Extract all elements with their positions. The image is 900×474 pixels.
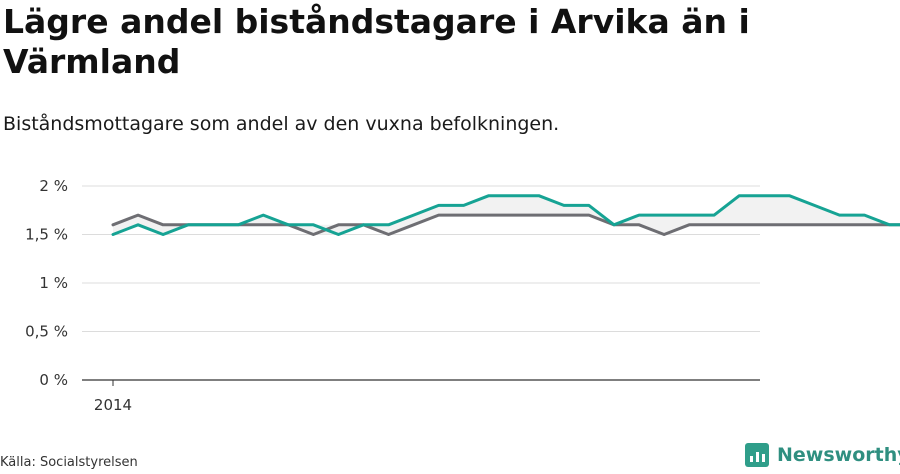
x-tick-label: 2014 — [94, 396, 132, 414]
series-line-v-rmlands-l-n — [111, 213, 900, 236]
brand-logo[interactable]: Newsworthy — [745, 443, 900, 467]
y-tick-label: 0 % — [39, 371, 68, 389]
series-line-arvika-kommun — [111, 194, 900, 236]
chart-title: Lägre andel biståndstagare i Arvika än i… — [3, 2, 750, 81]
brand-name: Newsworthy — [777, 444, 900, 466]
y-tick-label: 1 % — [39, 274, 68, 292]
newsworthy-bar-chart-icon — [745, 443, 769, 467]
y-tick-label: 0,5 % — [25, 323, 68, 341]
y-tick-label: 2 % — [39, 177, 68, 195]
source-note: Källa: Socialstyrelsen — [0, 455, 138, 470]
chart-subtitle: Biståndsmottagare som andel av den vuxna… — [3, 113, 560, 135]
y-tick-label: 1,5 % — [25, 226, 68, 244]
